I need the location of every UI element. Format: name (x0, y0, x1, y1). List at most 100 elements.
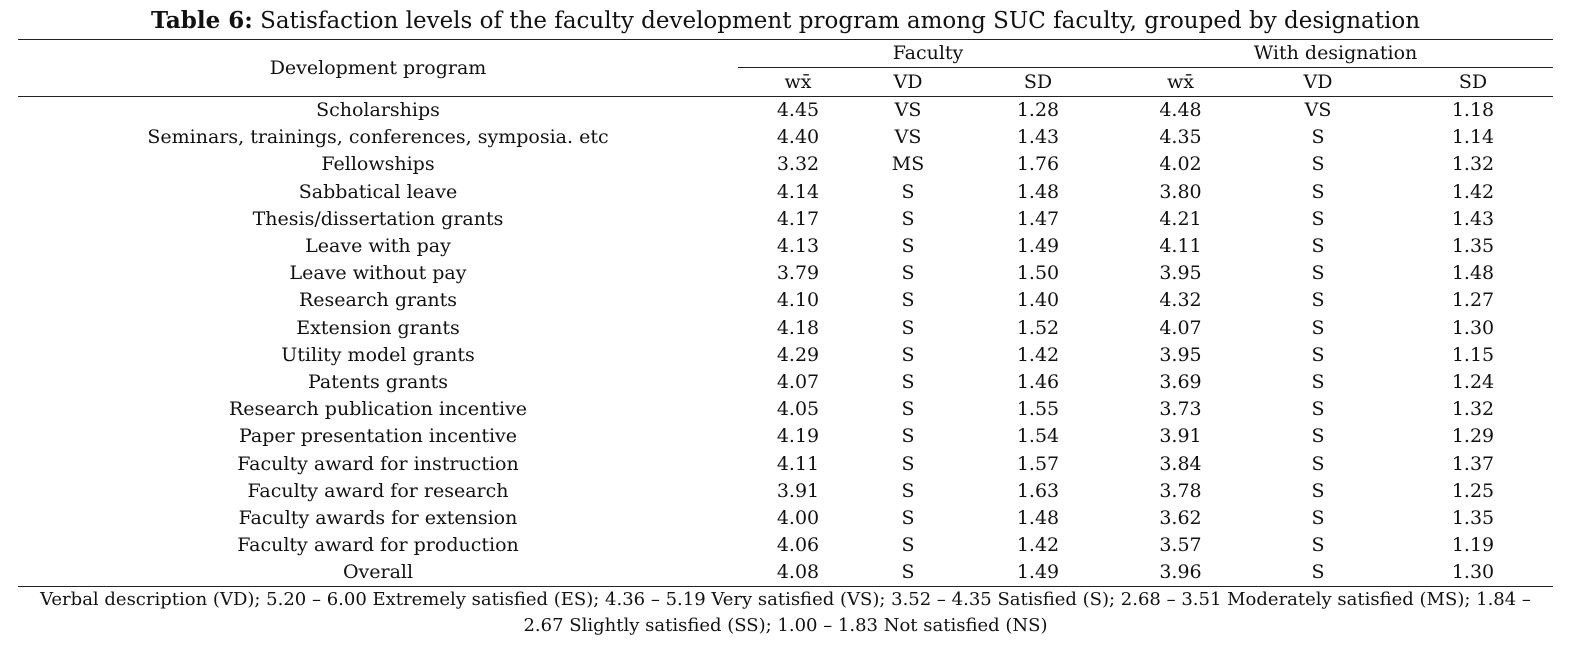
program-name-cell: Faculty award for research (247, 479, 509, 502)
table-cell: S (1311, 398, 1325, 421)
table-cell: 3.73 (1159, 398, 1202, 421)
program-name-cell: Faculty award for instruction (237, 452, 519, 475)
table-cell: 1.76 (1016, 153, 1060, 176)
table-cell: 4.29 (776, 343, 820, 366)
table-cell: 1.35 (1451, 506, 1495, 529)
program-name-cell: Leave with pay (305, 235, 451, 258)
table-caption: Table 6: Satisfaction levels of the facu… (0, 6, 1571, 36)
table-row: Extension grants 4.18 S 1.52 4.07 S 1.30 (18, 315, 1553, 342)
table-cell: S (1311, 479, 1325, 502)
table-cell: 3.57 (1159, 534, 1202, 557)
table-cell: S (1243, 559, 1393, 588)
table-cell: 3.84 (1159, 452, 1202, 475)
table-cell: 1.49 (1016, 235, 1060, 258)
program-name-cell: Fellowships (321, 153, 435, 176)
table-cell: S (1311, 370, 1325, 393)
table-cell: 3.78 (1159, 479, 1202, 502)
table-cell: S (1311, 289, 1325, 312)
program-name-cell: Sabbatical leave (298, 180, 458, 203)
program-name-cell: Leave without pay (289, 262, 467, 285)
table-cell: S (901, 425, 915, 448)
table-cell: S (901, 262, 915, 285)
table-cell: 1.55 (1016, 398, 1060, 421)
table-cell: S (1311, 534, 1325, 557)
table-cell: 3.95 (1159, 343, 1202, 366)
table-row: Faculty award for production 4.06 S 1.42 3.5… (18, 532, 1553, 559)
subheader-cell: SD (1023, 71, 1053, 93)
subheader-cell: VD (1303, 71, 1333, 93)
table-row: Thesis/dissertation grants 4.17 S 1.47 4.21 S… (18, 206, 1553, 233)
table-cell: S (1311, 235, 1325, 258)
table-cell: S (1311, 207, 1325, 230)
table-cell: S (1311, 180, 1325, 203)
table-cell: 3.69 (1159, 370, 1202, 393)
table-cell: S (901, 289, 915, 312)
table-cell: 1.42 (1016, 343, 1060, 366)
table-row: Leave with pay 4.13 S 1.49 4.11 S 1.35 (18, 233, 1553, 260)
table-cell: S (901, 207, 915, 230)
table-cell: 1.46 (1016, 370, 1060, 393)
caption-text: Satisfaction levels of the faculty devel… (260, 8, 1421, 34)
table-cell: 4.00 (776, 506, 820, 529)
table-cell: 4.45 (776, 99, 820, 122)
table-row: Research grants 4.10 S 1.40 4.32 S 1.27 (18, 287, 1553, 314)
table-cell: 1.49 (958, 559, 1118, 588)
table-cell: 4.40 (776, 126, 820, 149)
table-row: Research publication incentive 4.05 S 1.55 3… (18, 396, 1553, 423)
table-cell: S (901, 398, 915, 421)
table-cell: S (1311, 343, 1325, 366)
program-name-cell: Thesis/dissertation grants (252, 207, 504, 230)
table-row: Faculty award for research 3.91 S 1.63 3.78 S… (18, 478, 1553, 505)
table-cell: 4.48 (1159, 99, 1202, 122)
table-row: Patents grants 4.07 S 1.46 3.69 S 1.24 (18, 369, 1553, 396)
table-cell: 3.96 (1118, 559, 1243, 588)
table-cell: S (901, 180, 915, 203)
table-cell: 1.63 (1016, 479, 1060, 502)
table-cell: 1.32 (1451, 153, 1495, 176)
table-cell: 4.14 (776, 180, 820, 203)
table-cell: 1.40 (1016, 289, 1060, 312)
table-cell: VS (1304, 99, 1332, 122)
table-cell: 1.15 (1451, 343, 1495, 366)
table-cell: 4.05 (776, 398, 820, 421)
subheader-cell: wx̄ (784, 71, 812, 93)
table-cell: 1.37 (1451, 452, 1495, 475)
table-cell: 4.02 (1159, 153, 1202, 176)
program-name-cell: Faculty awards for extension (238, 506, 518, 529)
subheader-cell: VD (893, 71, 923, 93)
table-cell: 4.18 (776, 316, 820, 339)
table-cell: 1.48 (1016, 506, 1060, 529)
table-cell: 1.43 (1016, 126, 1060, 149)
table-row: Utility model grants 4.29 S 1.42 3.95 S 1.15 (18, 342, 1553, 369)
table-cell: 1.35 (1451, 235, 1495, 258)
table-cell: S (1311, 153, 1325, 176)
table-cell: S (1311, 316, 1325, 339)
table-cell: 4.21 (1159, 207, 1202, 230)
table-cell: 4.11 (776, 452, 820, 475)
table-cell: S (901, 479, 915, 502)
table-row: Scholarships 4.45 VS 1.28 4.48 VS 1.18 (18, 97, 1553, 125)
table-row: Fellowships 3.32 MS 1.76 4.02 S 1.32 (18, 151, 1553, 178)
program-name-cell: Faculty award for production (237, 534, 519, 557)
table-row: Overall 4.08 S 1.49 3.96 S 1.30 (18, 559, 1553, 588)
program-name-cell: Seminars, trainings, conferences, sympos… (147, 126, 609, 149)
table-cell: 1.14 (1451, 126, 1495, 149)
program-name-cell: Research publication incentive (228, 398, 528, 421)
satisfaction-table: Development program Faculty With designa… (18, 39, 1553, 588)
table-cell: 4.07 (776, 370, 820, 393)
row-header: Development program (269, 56, 487, 79)
table-cell: 1.29 (1451, 425, 1495, 448)
table-cell: S (1311, 126, 1325, 149)
table-cell: VS (894, 126, 922, 149)
table-cell: 4.11 (1159, 235, 1202, 258)
table-cell: 3.79 (776, 262, 820, 285)
program-name-cell: Extension grants (296, 316, 460, 339)
table-row: Sabbatical leave 4.14 S 1.48 3.80 S 1.42 (18, 179, 1553, 206)
table-cell: 1.32 (1451, 398, 1495, 421)
program-name-cell: Overall (18, 559, 738, 588)
table-cell: 4.13 (776, 235, 820, 258)
table-cell: S (901, 343, 915, 366)
caption-label: Table 6: (150, 7, 253, 34)
table-cell: 3.91 (1159, 425, 1202, 448)
